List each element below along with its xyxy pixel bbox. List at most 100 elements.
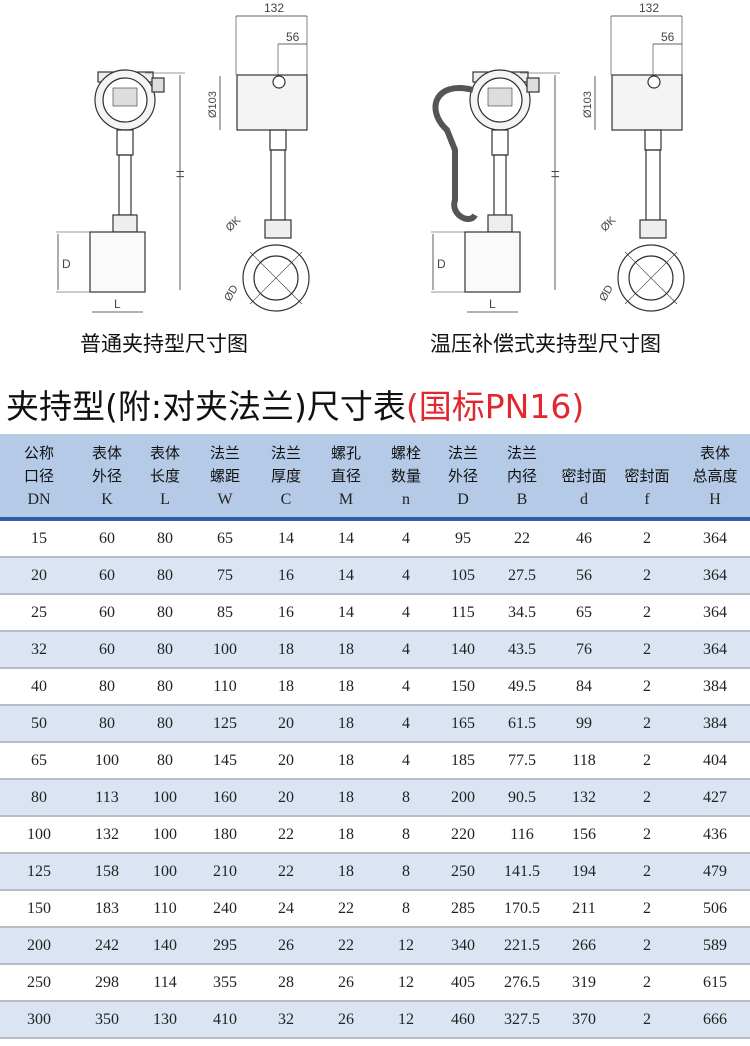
dimension-label-width-total: 132 xyxy=(639,1,659,15)
table-cell: 2 xyxy=(614,519,680,558)
table-cell: 85 xyxy=(194,594,256,632)
table-cell: 60 xyxy=(78,519,136,558)
table-cell: 156 xyxy=(554,816,614,854)
table-cell: 4 xyxy=(376,557,436,595)
table-cell: 80 xyxy=(136,705,194,743)
table-cell: 46 xyxy=(554,519,614,558)
table-cell: 8 xyxy=(376,890,436,928)
table-cell: 26 xyxy=(316,1001,376,1039)
table-cell: 319 xyxy=(554,964,614,1002)
table-cell: 295 xyxy=(194,927,256,965)
table-row: 40 80 80 110 18 18 4 150 49.5 84 2 384 xyxy=(0,668,750,706)
standard-clamp-drawing: 132 56 Ø103 H D L ØK ØD xyxy=(0,0,375,330)
table-cell: 427 xyxy=(680,779,750,817)
table-cell: 2 xyxy=(614,927,680,965)
column-header-symbol: M xyxy=(338,491,354,508)
table-cell: 240 xyxy=(194,890,256,928)
table-cell: 298 xyxy=(78,964,136,1002)
table-cell: 8 xyxy=(376,853,436,891)
table-cell: 16 xyxy=(256,557,316,595)
table-cell: 65 xyxy=(554,594,614,632)
table-cell: 32 xyxy=(0,631,78,669)
table-cell: 436 xyxy=(680,816,750,854)
column-header-line2: 密封面 xyxy=(561,467,607,485)
column-header-line1: 法兰 xyxy=(506,444,537,462)
table-cell: 22 xyxy=(490,519,554,558)
front-view xyxy=(56,69,185,313)
table-row: 100 132 100 180 22 18 8 220 116 156 2 436 xyxy=(0,816,750,854)
table-cell: 105 xyxy=(436,557,490,595)
column-header: 表体 外径 K xyxy=(78,434,136,521)
table-cell: 80 xyxy=(136,668,194,706)
table-cell: 405 xyxy=(436,964,490,1002)
column-header-line1: 法兰 xyxy=(447,444,478,462)
table-cell: 2 xyxy=(614,705,680,743)
table-cell: 65 xyxy=(194,519,256,558)
table-cell: 14 xyxy=(316,594,376,632)
column-header: 表体 总高度 H xyxy=(680,434,750,521)
table-cell: 12 xyxy=(376,1001,436,1039)
column-header: 密封面 d xyxy=(554,434,614,521)
column-header-line2: 长度 xyxy=(149,467,180,485)
column-header-line2: 直径 xyxy=(330,467,361,485)
table-cell: 165 xyxy=(436,705,490,743)
table-cell: 364 xyxy=(680,631,750,669)
table-cell: 242 xyxy=(78,927,136,965)
table-cell: 130 xyxy=(136,1001,194,1039)
table-cell: 2 xyxy=(614,964,680,1002)
table-cell: 80 xyxy=(136,519,194,558)
table-cell: 24 xyxy=(256,890,316,928)
table-cell: 12 xyxy=(376,964,436,1002)
column-header-line1: 螺孔 xyxy=(330,444,361,462)
column-header: 密封面 f xyxy=(614,434,680,521)
table-cell: 80 xyxy=(78,705,136,743)
dimension-label-height: H xyxy=(550,170,562,178)
table-cell: 2 xyxy=(614,853,680,891)
table-row: 300 350 130 410 32 26 12 460 327.5 370 2 666 xyxy=(0,1001,750,1039)
table-cell: 95 xyxy=(436,519,490,558)
table-cell: 18 xyxy=(316,631,376,669)
table-cell: 4 xyxy=(376,668,436,706)
table-cell: 211 xyxy=(554,890,614,928)
table-cell: 14 xyxy=(256,519,316,558)
column-header-line2: 数量 xyxy=(390,467,421,485)
compensated-clamp-drawing: 132 56 Ø103 H D L ØK ØD xyxy=(375,0,750,330)
table-cell: 384 xyxy=(680,668,750,706)
title-main: 夹持型(附:对夹法兰)尺寸表 xyxy=(6,387,406,426)
table-cell: 200 xyxy=(436,779,490,817)
table-cell: 506 xyxy=(680,890,750,928)
table-cell: 65 xyxy=(0,742,78,780)
table-cell: 158 xyxy=(78,853,136,891)
dimension-label-body-dia: ØK xyxy=(224,214,244,234)
table-cell: 118 xyxy=(554,742,614,780)
table-cell: 18 xyxy=(256,668,316,706)
table-cell: 250 xyxy=(0,964,78,1002)
table-cell: 80 xyxy=(136,557,194,595)
column-header-line2: 外径 xyxy=(447,467,478,485)
table-cell: 266 xyxy=(554,927,614,965)
dimension-label-width-offset: 56 xyxy=(661,30,675,44)
table-cell: 18 xyxy=(316,705,376,743)
table-cell: 221.5 xyxy=(490,927,554,965)
table-cell: 20 xyxy=(256,705,316,743)
table-cell: 2 xyxy=(614,779,680,817)
column-header-symbol: d xyxy=(580,491,588,508)
table-cell: 125 xyxy=(0,853,78,891)
table-cell: 125 xyxy=(194,705,256,743)
column-header-line1: 法兰 xyxy=(270,444,301,462)
table-cell: 80 xyxy=(136,631,194,669)
dimension-label-width-total: 132 xyxy=(264,1,284,15)
table-row: 15 60 80 65 14 14 4 95 22 46 2 364 xyxy=(0,519,750,558)
table-cell: 300 xyxy=(0,1001,78,1039)
table-cell: 14 xyxy=(316,557,376,595)
title-standard: (国标PN16) xyxy=(405,387,585,426)
table-cell: 22 xyxy=(316,890,376,928)
dimension-label-height: H xyxy=(175,170,187,178)
table-cell: 4 xyxy=(376,705,436,743)
dimension-label-flange-dia: D xyxy=(437,257,446,271)
table-cell: 364 xyxy=(680,594,750,632)
table-cell: 80 xyxy=(136,742,194,780)
column-header-line1 xyxy=(554,442,614,465)
table-cell: 2 xyxy=(614,594,680,632)
